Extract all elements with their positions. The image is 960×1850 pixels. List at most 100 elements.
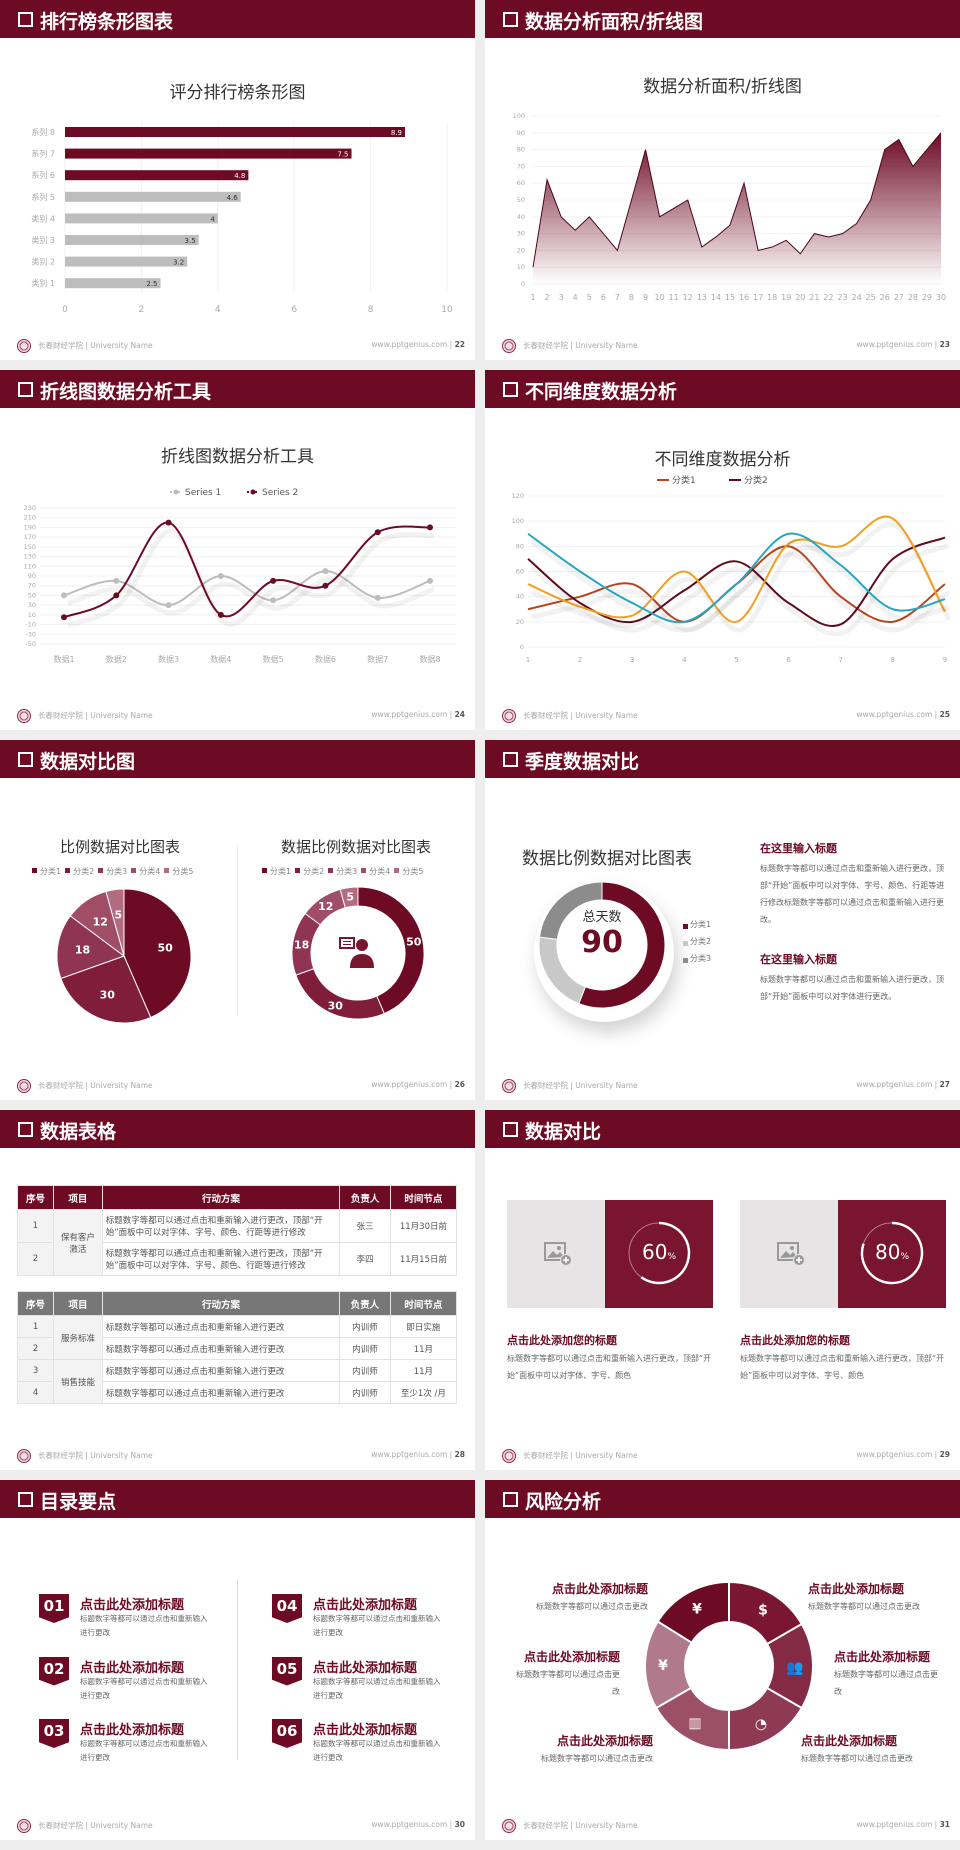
risk-title: 点击此处添加标题	[556, 1734, 653, 1748]
legend: 分类1 分类2 分类3 分类4 分类5	[28, 866, 193, 877]
column-header: 项目	[53, 1185, 103, 1210]
legend-label: 分类1	[40, 867, 62, 876]
number-badge: 03	[39, 1719, 69, 1748]
x-tick-label: 4	[215, 305, 221, 315]
footer-site: www.pptgenius.com	[371, 1820, 448, 1829]
cell-no: 4	[16, 1381, 55, 1404]
x-tick-label: 9	[943, 656, 947, 664]
footer-site: www.pptgenius.com	[856, 1820, 933, 1829]
category-label: 系列 5	[31, 192, 55, 202]
chart-title: 数据比例数据对比图表	[522, 849, 692, 869]
area-fill	[533, 132, 941, 284]
cell-time: 即日实施	[389, 1315, 458, 1338]
slice-label: 18	[75, 944, 90, 957]
block-heading: 在这里输入标题	[760, 842, 837, 855]
slide-27: 季度数据对比 长春财经学院 | University Name www.pptgen…	[485, 740, 960, 1100]
image-placeholder[interactable]	[740, 1200, 838, 1308]
footer-sep: |	[932, 340, 940, 349]
x-tick-label: 8	[891, 656, 895, 664]
toc-text: 标题数字等都可以通过点击和重新输入进行更改	[313, 1614, 441, 1637]
slice-label: 50	[406, 935, 422, 948]
y-tick-label: 230	[24, 504, 36, 512]
x-tick-label: 3	[630, 656, 634, 664]
data-point	[374, 594, 381, 601]
category-label: 类别 4	[31, 213, 55, 223]
chart-title: 比例数据对比图表	[59, 838, 180, 856]
column-header: 时间节点	[389, 1185, 458, 1210]
category-label: 类别 3	[31, 235, 55, 245]
risk-text: 标题数字等都可以通过点击更改	[541, 1754, 653, 1763]
center-label: 总天数	[582, 910, 622, 925]
slide-28: 数据表格 长春财经学院 | University Name www.pptgeniu…	[0, 1110, 475, 1470]
data-table: 序号 项目 行动方案 负责人 时间节点 1 保有客户激活 标题数字等都可以通过点击和重新输入进…	[17, 1185, 458, 1276]
x-tick-label: 19	[781, 293, 791, 302]
checkbox-square-icon	[18, 12, 33, 27]
badge-number: 03	[43, 1722, 65, 1740]
toc-title: 点击此处添加标题	[80, 1598, 185, 1613]
footer-sep: |	[932, 1450, 940, 1459]
block-text: 标题数字等都可以通过点击和重新输入进行更改，顶部“开始”面板中可以对字体进行更改…	[760, 975, 944, 1001]
legend-swatch	[295, 868, 301, 873]
percent-unit: %	[900, 1252, 909, 1262]
footer-sep: |	[447, 710, 455, 719]
checkbox-square-icon	[18, 382, 33, 397]
footer-right: www.pptgenius.com | 29	[856, 1450, 950, 1459]
series-line	[63, 521, 431, 619]
slice	[105, 888, 125, 957]
y-tick-label: -10	[25, 621, 36, 629]
footer-right: www.pptgenius.com | 25	[856, 710, 950, 719]
y-tick-label: 50	[517, 196, 525, 204]
legend-swatch	[328, 868, 334, 873]
slide-header: 目录要点	[0, 1480, 475, 1518]
university-logo-icon	[502, 1819, 516, 1833]
percent-number: 80	[874, 1240, 901, 1264]
x-tick-label: 3	[559, 293, 564, 302]
footer-sep: |	[447, 1080, 455, 1089]
footer-school: 长春财经学院 | University Name	[523, 1821, 638, 1830]
page-number: 30	[454, 1820, 465, 1829]
footer-right: www.pptgenius.com | 27	[856, 1080, 950, 1089]
cell-no: 1	[16, 1315, 55, 1338]
x-tick-label: 30	[936, 293, 946, 302]
bar	[65, 278, 161, 289]
bar	[65, 191, 241, 202]
table-row: 3 销售技能 标题数字等都可以通过点击和重新输入进行更改 内训师 11月	[16, 1359, 458, 1404]
add-image-icon[interactable]	[777, 1242, 805, 1266]
x-tick-label: 7	[839, 656, 843, 664]
page-number: 25	[939, 710, 950, 719]
slide-26: 数据对比图 长春财经学院 | University Name www.pptgeni…	[0, 740, 475, 1100]
add-image-icon[interactable]	[544, 1242, 572, 1266]
table-row: 1 服务标准 标题数字等都可以通过点击和重新输入进行更改 内训师 即日实施	[16, 1315, 458, 1360]
legend-marker	[250, 489, 256, 495]
y-tick-label: 80	[516, 542, 524, 550]
table-row: 4 标题数字等都可以通过点击和重新输入进行更改 内训师 至少1次 /月	[16, 1381, 458, 1404]
chart-title: 评分排行榜条形图	[169, 83, 306, 103]
x-tick-label: 8	[368, 305, 374, 315]
legend-label: 分类3	[690, 954, 712, 963]
y-tick-label: 110	[24, 562, 36, 570]
money-bag-icon: ¥	[692, 1601, 702, 1617]
x-tick-label: 6	[601, 293, 606, 302]
column-header: 行动方案	[101, 1185, 341, 1210]
y-tick-label: 10	[517, 263, 525, 271]
y-tick-label: 20	[517, 246, 525, 254]
presenter-icon	[338, 935, 378, 971]
footer-site: www.pptgenius.com	[856, 1450, 933, 1459]
cell-time: 11月30日前	[389, 1209, 458, 1243]
bar-value-label: 3.5	[185, 237, 196, 245]
risk-title: 点击此处添加标题	[523, 1650, 620, 1664]
block-text: 标题数字等都可以通过点击和重新输入进行更改，顶部“开始”面板中可以对字体、字号、…	[760, 864, 945, 924]
badge-number: 04	[276, 1597, 298, 1615]
toc-text: 标题数字等都可以通过点击和重新输入进行更改	[313, 1676, 441, 1700]
university-logo-icon	[502, 339, 516, 353]
cell-owner: 李四	[339, 1242, 391, 1276]
legend-swatch	[262, 868, 267, 873]
slide-title: 数据分析面积/折线图	[525, 11, 703, 33]
data-point	[217, 611, 224, 618]
bar	[65, 235, 199, 245]
footer-school: 长春财经学院 | University Name	[38, 1821, 153, 1830]
image-placeholder[interactable]	[507, 1200, 605, 1308]
university-logo-icon	[17, 1079, 31, 1093]
footer-school: 长春财经学院 | University Name	[523, 1451, 638, 1460]
y-tick-label: 50	[28, 591, 36, 599]
